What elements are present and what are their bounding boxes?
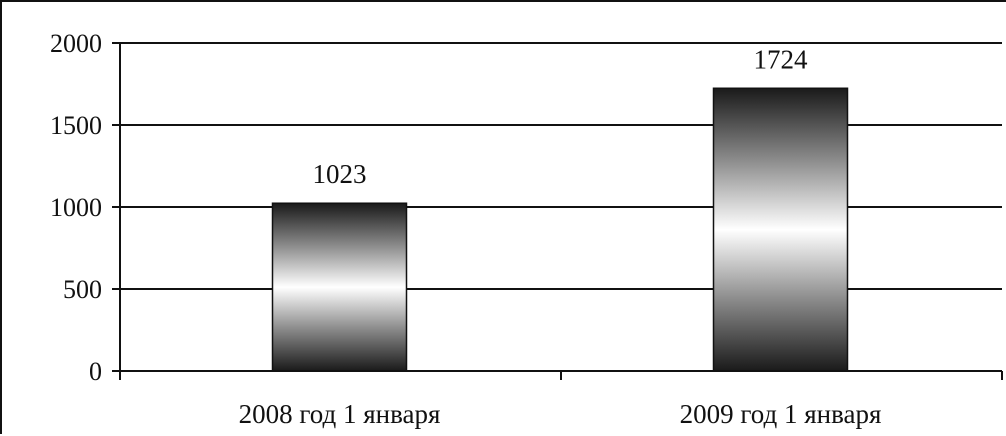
- axes: [112, 42, 1003, 380]
- bars: [271, 87, 849, 372]
- y-tick-label: 500: [63, 275, 102, 304]
- bar: [712, 87, 849, 372]
- bar: [271, 202, 408, 372]
- gridlines: [120, 42, 1002, 290]
- x-axis-category-labels: 2008 год 1 января 2009 год 1 января: [239, 399, 882, 429]
- y-tick-label: 1500: [50, 111, 102, 140]
- data-label: 1724: [754, 44, 809, 74]
- x-category-label: 2008 год 1 января: [239, 399, 441, 429]
- y-axis-tick-labels: 0 500 1000 1500 2000: [50, 29, 102, 386]
- y-tick-label: 2000: [50, 29, 102, 58]
- data-labels: 1023 1724: [313, 44, 809, 189]
- y-tick-label: 1000: [50, 193, 102, 222]
- data-label: 1023: [313, 159, 367, 189]
- y-tick-label: 0: [89, 357, 102, 386]
- x-category-label: 2009 год 1 января: [680, 399, 882, 429]
